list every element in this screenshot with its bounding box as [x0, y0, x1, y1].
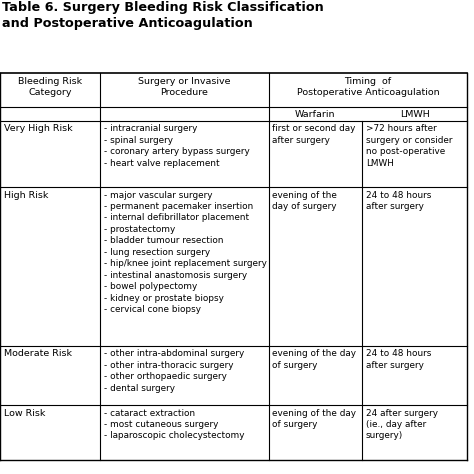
Text: - major vascular surgery
- permanent pacemaker insertion
- internal defibrillato: - major vascular surgery - permanent pac… — [104, 191, 267, 314]
Text: Surgery or Invasive
Procedure: Surgery or Invasive Procedure — [138, 77, 231, 97]
Text: 24 after surgery
(ie., day after
surgery): 24 after surgery (ie., day after surgery… — [366, 409, 438, 440]
Text: Moderate Risk: Moderate Risk — [4, 349, 72, 358]
Text: evening of the day
of surgery: evening of the day of surgery — [273, 409, 356, 429]
Text: - other intra-abdominal surgery
- other intra-thoracic surgery
- other orthopaed: - other intra-abdominal surgery - other … — [104, 349, 245, 392]
Text: Timing  of
Postoperative Anticoagulation: Timing of Postoperative Anticoagulation — [297, 77, 439, 97]
Text: Bleeding Risk
Category: Bleeding Risk Category — [18, 77, 82, 97]
Text: Low Risk: Low Risk — [4, 409, 45, 418]
Text: Table 6. Surgery Bleeding Risk Classification
and Postoperative Anticoagulation: Table 6. Surgery Bleeding Risk Classific… — [2, 1, 324, 30]
Text: 24 to 48 hours
after surgery: 24 to 48 hours after surgery — [366, 191, 431, 211]
Text: - intracranial surgery
- spinal surgery
- coronary artery bypass surgery
- heart: - intracranial surgery - spinal surgery … — [104, 124, 250, 167]
Text: evening of the
day of surgery: evening of the day of surgery — [273, 191, 337, 211]
Text: - cataract extraction
- most cutaneous surgery
- laparoscopic cholecystectomy: - cataract extraction - most cutaneous s… — [104, 409, 245, 440]
Text: LMWH: LMWH — [400, 110, 429, 119]
Text: first or second day
after surgery: first or second day after surgery — [273, 124, 356, 145]
Text: 24 to 48 hours
after surgery: 24 to 48 hours after surgery — [366, 349, 431, 370]
Text: >72 hours after
surgery or consider
no post-operative
LMWH: >72 hours after surgery or consider no p… — [366, 124, 452, 167]
Text: Very High Risk: Very High Risk — [4, 124, 73, 133]
Text: evening of the day
of surgery: evening of the day of surgery — [273, 349, 356, 370]
Text: High Risk: High Risk — [4, 191, 48, 200]
Text: Warfarin: Warfarin — [295, 110, 336, 119]
